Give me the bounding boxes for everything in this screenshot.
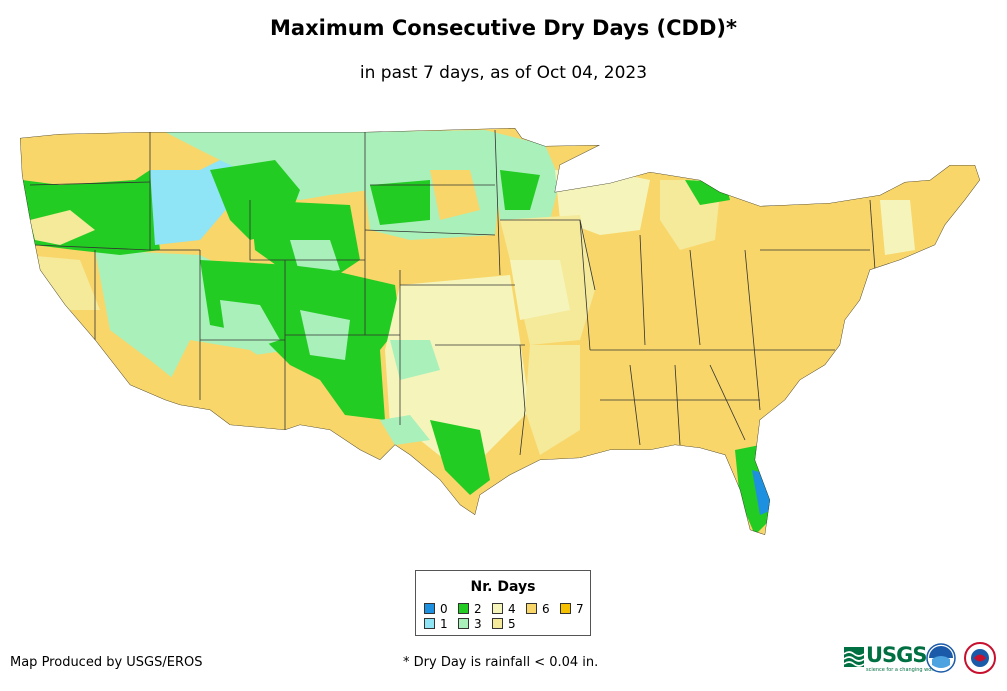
nws-icon	[964, 642, 996, 674]
usgs-wave-icon	[844, 647, 864, 667]
us-dry-days-map	[20, 128, 980, 535]
legend-item-6: 6	[526, 603, 550, 615]
legend-item-4: 4	[492, 603, 516, 615]
legend-item-0: 0	[424, 603, 448, 615]
footnote-text: * Dry Day is rainfall < 0.04 in.	[403, 655, 599, 670]
legend-swatch	[526, 603, 537, 614]
legend-swatch	[560, 603, 571, 614]
legend-item-1: 1	[424, 618, 448, 630]
map-title: Maximum Consecutive Dry Days (CDD)*	[270, 16, 737, 40]
legend: Nr. Days 0 1 2 3 4 5 6 7	[415, 570, 591, 636]
legend-item-5: 5	[492, 618, 516, 630]
noaa-icon	[926, 643, 956, 673]
legend-swatch	[458, 603, 469, 614]
legend-title: Nr. Days	[470, 579, 536, 595]
legend-swatch	[492, 618, 503, 629]
usgs-logo: USGS science for a changing world	[866, 643, 938, 673]
agency-logos: USGS science for a changing world	[842, 640, 1002, 680]
legend-swatch	[424, 618, 435, 629]
legend-swatch	[458, 618, 469, 629]
credit-text: Map Produced by USGS/EROS	[10, 655, 203, 670]
map-subtitle: in past 7 days, as of Oct 04, 2023	[359, 63, 648, 83]
legend-swatch	[424, 603, 435, 614]
legend-item-2: 2	[458, 603, 482, 615]
legend-item-3: 3	[458, 618, 482, 630]
legend-item-7: 7	[560, 603, 584, 615]
legend-swatch	[492, 603, 503, 614]
